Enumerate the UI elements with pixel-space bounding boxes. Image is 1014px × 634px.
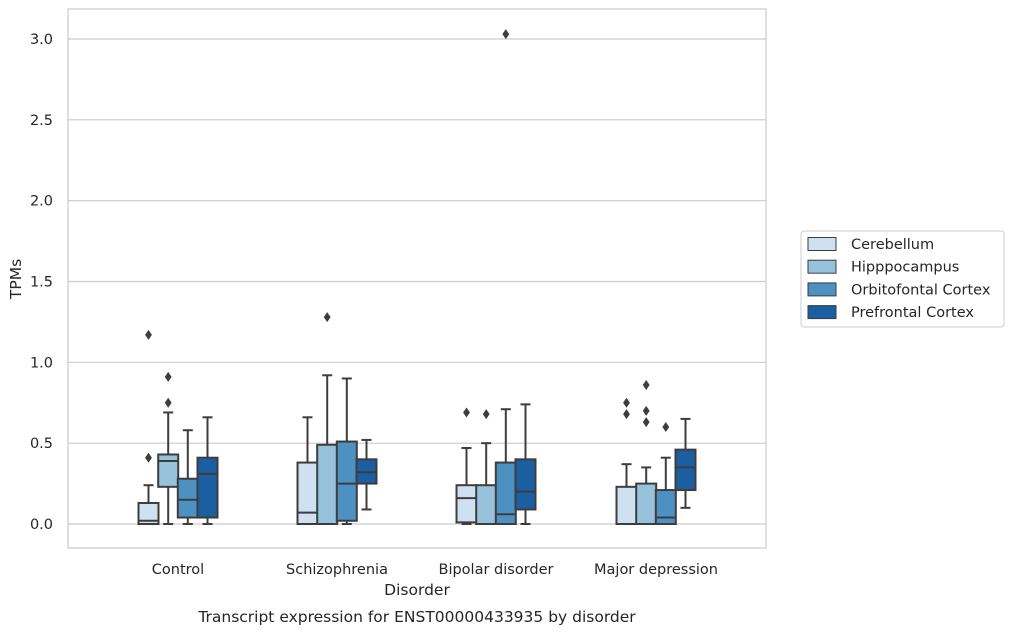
boxes <box>137 29 697 526</box>
box-orbitofontal-cortex <box>654 422 677 525</box>
legend-label: Hipppocampus <box>851 260 959 276</box>
outlier-point <box>623 409 630 420</box>
box-prefrontal-cortex <box>514 403 537 525</box>
box-body <box>635 482 658 526</box>
y-axis-title: TPMs <box>7 259 25 300</box>
x-tick-labels: Control Schizophrenia Bipolar disorder Majo… <box>152 562 718 578</box>
legend-frame <box>800 230 1005 328</box>
box-hipppocampus <box>475 409 498 526</box>
box-body <box>157 453 180 488</box>
x-tick-label: Control <box>152 562 204 578</box>
chart-caption: Transcript expression for ENST0000043393… <box>197 608 636 626</box>
box-body <box>514 458 537 511</box>
box-cerebellum <box>137 329 160 526</box>
outlier-point <box>164 371 172 382</box>
outlier-point <box>642 417 650 428</box>
legend-swatch <box>807 282 837 297</box>
plot-frame <box>67 8 767 549</box>
y-tick-label: 2.0 <box>30 194 53 210</box>
box-body <box>674 448 697 492</box>
outlier-point <box>502 29 510 40</box>
box-body <box>196 456 219 519</box>
y-tick-label: 0.0 <box>30 517 53 533</box>
legend-label: Prefrontal Cortex <box>851 305 974 321</box>
legend-label: Cerebellum <box>851 237 934 253</box>
plot-background <box>68 9 766 548</box>
box-body <box>615 485 638 526</box>
legend-label: Orbitofontal Cortex <box>851 282 991 298</box>
legend-swatch <box>807 259 837 274</box>
outlier-point <box>642 405 650 416</box>
y-tick-label: 0.5 <box>30 436 53 452</box>
box-prefrontal-cortex <box>355 438 378 511</box>
x-axis-title: Disorder <box>384 581 450 599</box>
box-prefrontal-cortex <box>196 416 219 525</box>
box-body <box>176 477 199 519</box>
outlier-point <box>662 422 670 432</box>
x-tick-label: Major depression <box>594 562 718 578</box>
outlier-point <box>463 407 470 418</box>
outlier-point <box>145 329 152 340</box>
legend-swatch <box>807 237 837 251</box>
box-body <box>475 484 498 526</box>
box-body <box>455 484 478 524</box>
box-orbitofontal-cortex <box>335 377 358 525</box>
x-tick-label: Schizophrenia <box>286 562 388 578</box>
outlier-point <box>642 379 650 390</box>
outlier-point <box>623 397 630 408</box>
box-cerebellum <box>296 416 319 526</box>
y-tick-label: 1.5 <box>30 275 53 291</box>
box-orbitofontal-cortex <box>176 429 199 525</box>
y-tick-label: 1.0 <box>30 355 53 371</box>
box-hipppocampus <box>635 379 658 526</box>
box-body <box>654 489 677 525</box>
x-tick-label: Bipolar disorder <box>439 562 554 578</box>
outlier-point <box>482 409 490 420</box>
box-body <box>335 440 358 522</box>
box-body <box>296 461 319 526</box>
legend: Cerebellum Hipppocampus Orbitofontal Corte… <box>800 230 1005 328</box>
outlier-point <box>323 312 331 323</box>
box-prefrontal-cortex <box>674 417 697 509</box>
box-body <box>137 501 160 526</box>
y-tick-label: 2.5 <box>30 113 53 129</box>
y-tick-label: 3.0 <box>30 32 53 48</box>
outlier-point <box>164 397 172 408</box>
legend-swatch <box>807 305 837 320</box>
box-body <box>316 443 339 525</box>
box-hipppocampus <box>157 371 180 525</box>
y-tick-labels: 0.0 0.5 1.0 1.5 2.0 2.5 3.0 <box>30 32 53 533</box>
outlier-point <box>145 452 152 463</box>
